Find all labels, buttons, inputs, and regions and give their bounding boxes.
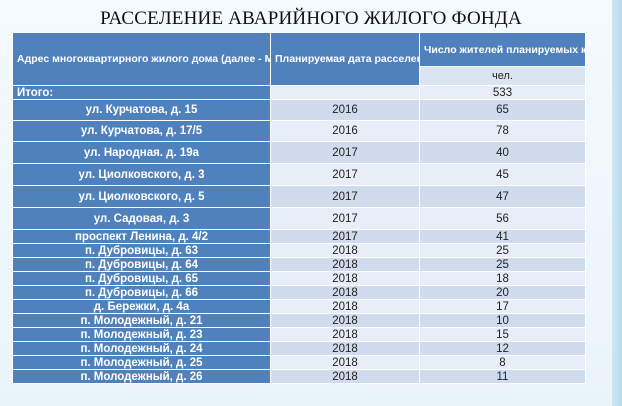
residents-cell: 11 xyxy=(419,369,586,384)
date-cell: 2017 xyxy=(270,229,420,244)
residents-cell: 78 xyxy=(419,120,586,142)
date-cell: 2018 xyxy=(270,313,420,328)
address-cell: п. Дубровицы, д. 64 xyxy=(12,257,271,272)
date-cell: 2018 xyxy=(270,257,420,272)
address-cell: п. Молодежный, д. 24 xyxy=(12,341,271,356)
residents-cell: 45 xyxy=(419,163,586,186)
date-cell: 2017 xyxy=(270,141,420,164)
slide-edge-decoration xyxy=(612,0,622,406)
header-residents: Число жителей планируемых к переселению xyxy=(419,32,586,67)
residents-cell: 20 xyxy=(419,285,586,300)
residents-cell: 12 xyxy=(419,341,586,356)
address-cell: проспект Ленина, д. 4/2 xyxy=(12,229,271,244)
residents-cell: 65 xyxy=(419,99,586,121)
address-cell: п. Молодежный, д. 21 xyxy=(12,313,271,328)
table-row: п. Молодежный, д. 26 2018 11 xyxy=(12,369,586,384)
residents-cell: 40 xyxy=(419,141,586,164)
residents-cell: 18 xyxy=(419,271,586,286)
residents-cell: 47 xyxy=(419,185,586,208)
address-cell: п. Дубровицы, д. 65 xyxy=(12,271,271,286)
residents-cell: 17 xyxy=(419,299,586,314)
address-cell: ул. Циолковского, д. 5 xyxy=(12,185,271,208)
date-cell: 2018 xyxy=(270,285,420,300)
table-row: п. Молодежный, д. 23 2018 15 xyxy=(12,327,586,342)
total-value: 533 xyxy=(419,85,586,100)
address-cell: п. Молодежный, д. 25 xyxy=(12,355,271,370)
date-cell: 2016 xyxy=(270,120,420,142)
date-cell: 2018 xyxy=(270,299,420,314)
page-title: РАССЕЛЕНИЕ АВАРИЙНОГО ЖИЛОГО ФОНДА xyxy=(100,8,522,29)
table-row: ул. Циолковского, д. 5 2017 47 xyxy=(12,185,586,208)
address-cell: п. Молодежный, д. 23 xyxy=(12,327,271,342)
header-date: Планируемая дата расселения МКД xyxy=(270,32,420,86)
date-cell: 2018 xyxy=(270,327,420,342)
address-cell: д. Бережки, д. 4а xyxy=(12,299,271,314)
address-cell: п. Молодежный, д. 26 xyxy=(12,369,271,384)
resettlement-table: Адрес многоквартирного жилого дома (дале… xyxy=(12,32,586,384)
residents-cell: 10 xyxy=(419,313,586,328)
date-cell: 2018 xyxy=(270,355,420,370)
address-cell: ул. Курчатова, д. 15 xyxy=(12,99,271,121)
table-row: п. Дубровицы, д. 66 2018 20 xyxy=(12,285,586,300)
date-cell: 2017 xyxy=(270,163,420,186)
table-row: ул. Курчатова, д. 17/5 2016 78 xyxy=(12,120,586,142)
date-cell: 2017 xyxy=(270,185,420,208)
table-row: ул. Курчатова, д. 15 2016 65 xyxy=(12,99,586,121)
residents-cell: 56 xyxy=(419,207,586,230)
table-row: п. Дубровицы, д. 63 2018 25 xyxy=(12,243,586,258)
date-cell: 2018 xyxy=(270,369,420,384)
total-year-cell xyxy=(270,85,420,100)
residents-cell: 15 xyxy=(419,327,586,342)
table-row: ул. Циолковского, д. 3 2017 45 xyxy=(12,163,586,186)
date-cell: 2017 xyxy=(270,207,420,230)
table-row: п. Дубровицы, д. 64 2018 25 xyxy=(12,257,586,272)
date-cell: 2016 xyxy=(270,99,420,121)
table-row: ул. Народная. д. 19а 2017 40 xyxy=(12,141,586,164)
address-cell: ул. Народная. д. 19а xyxy=(12,141,271,164)
table-row: п. Молодежный, д. 24 2018 12 xyxy=(12,341,586,356)
address-cell: ул. Садовая, д. 3 xyxy=(12,207,271,230)
header-address: Адрес многоквартирного жилого дома (дале… xyxy=(12,32,271,86)
table-row: п. Молодежный, д. 21 2018 10 xyxy=(12,313,586,328)
table-row: ул. Садовая, д. 3 2017 56 xyxy=(12,207,586,230)
address-cell: ул. Курчатова, д. 17/5 xyxy=(12,120,271,142)
address-cell: ул. Циолковского, д. 3 xyxy=(12,163,271,186)
table-row: п. Молодежный, д. 25 2018 8 xyxy=(12,355,586,370)
address-cell: п. Дубровицы, д. 66 xyxy=(12,285,271,300)
date-cell: 2018 xyxy=(270,341,420,356)
residents-cell: 25 xyxy=(419,243,586,258)
date-cell: 2018 xyxy=(270,271,420,286)
table-row: проспект Ленина, д. 4/2 2017 41 xyxy=(12,229,586,244)
total-row: Итого: 533 xyxy=(12,85,586,100)
residents-cell: 8 xyxy=(419,355,586,370)
unit-cell: чел. xyxy=(419,66,586,86)
table-row: д. Бережки, д. 4а 2018 17 xyxy=(12,299,586,314)
address-cell: п. Дубровицы, д. 63 xyxy=(12,243,271,258)
date-cell: 2018 xyxy=(270,243,420,258)
residents-cell: 25 xyxy=(419,257,586,272)
residents-cell: 41 xyxy=(419,229,586,244)
header-row: Адрес многоквартирного жилого дома (дале… xyxy=(12,32,586,86)
table-row: п. Дубровицы, д. 65 2018 18 xyxy=(12,271,586,286)
total-label: Итого: xyxy=(12,85,271,100)
